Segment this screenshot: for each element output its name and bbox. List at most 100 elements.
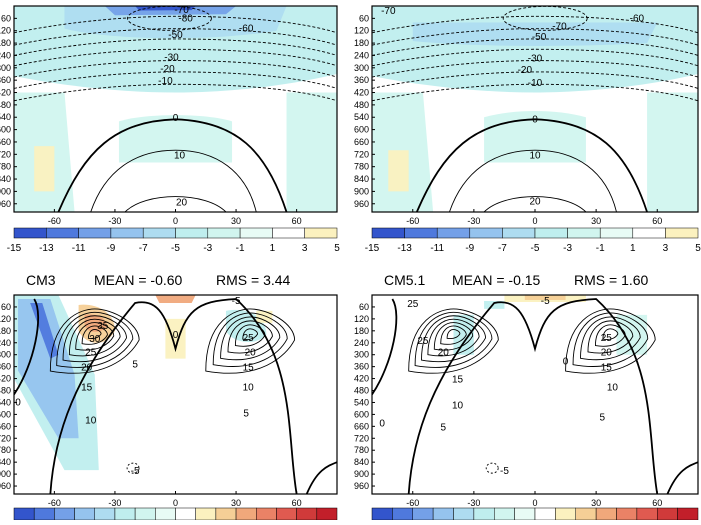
- colorbar-tick-label: 3: [302, 243, 308, 254]
- y-tick-label: 540: [0, 397, 11, 407]
- contour-zero: [372, 298, 398, 396]
- panel-title: CM3: [26, 272, 56, 288]
- y-tick-label: 60: [1, 302, 11, 312]
- y-tick-label: 60: [359, 13, 369, 23]
- contour-negative: [485, 462, 499, 474]
- y-tick-label: 120: [0, 314, 11, 324]
- colorbar-swatch: [276, 507, 297, 521]
- rms-label: RMS = 3.44: [216, 272, 291, 288]
- y-tick-label: 660: [354, 421, 369, 431]
- colorbar-tick-label: -3: [563, 243, 572, 254]
- shaded-region: [118, 115, 233, 163]
- colorbar-swatch: [616, 507, 638, 521]
- y-tick-label: 900: [0, 469, 11, 479]
- y-tick-label: 180: [0, 38, 11, 48]
- panel-top-left: -70-80-60-50-30-20-100102060120180240300…: [0, 5, 340, 254]
- y-tick-label: 540: [354, 397, 369, 407]
- colorbar-swatch: [599, 227, 634, 239]
- contour-label: 25: [407, 299, 419, 310]
- colorbar-swatch: [114, 507, 136, 521]
- contour-lines: [372, 298, 698, 494]
- contour-label: 5: [441, 422, 447, 433]
- contour-label: 20: [529, 197, 541, 208]
- shaded-region: [453, 314, 474, 355]
- colorbar-swatch: [404, 227, 438, 239]
- contour-label: 0: [532, 114, 538, 125]
- colorbar-tick-label: 3: [663, 243, 669, 254]
- x-tick-label: 30: [591, 498, 601, 508]
- colorbar-tick-label: -15: [365, 243, 380, 254]
- colorbar-swatch: [78, 227, 112, 239]
- colorbar-swatch: [657, 507, 678, 521]
- shaded-region: [647, 92, 698, 212]
- contour-positive: [421, 315, 486, 362]
- colorbar-swatch: [155, 507, 176, 521]
- contour-label: 0: [15, 397, 21, 408]
- x-tick-label: 30: [231, 216, 241, 226]
- colorbar-swatch: [239, 227, 273, 239]
- shaded-region: [18, 298, 79, 439]
- y-tick-label: 360: [0, 75, 11, 85]
- colorbar: -15 -13 -11 -9 -7 -5 -3 -1 1 3 5: [365, 227, 701, 254]
- colorbar-tick-label: -5: [171, 243, 180, 254]
- contour-label: 0: [173, 330, 179, 341]
- shaded-region: [155, 295, 196, 303]
- y-tick-label: 780: [0, 445, 11, 455]
- y-tick-label: 960: [0, 199, 11, 209]
- contour-positive: [448, 149, 617, 212]
- contour-label: 20: [81, 363, 93, 374]
- colorbar-swatch: [207, 227, 241, 239]
- y-tick-label: 420: [354, 88, 369, 98]
- contour-label: -5: [541, 296, 550, 307]
- contour-positive: [446, 328, 461, 340]
- colorbar-tick-label: -9: [465, 243, 474, 254]
- y-tick-label: 600: [0, 409, 11, 419]
- y-tick-label: 660: [0, 421, 11, 431]
- contour-label: -30: [164, 52, 179, 63]
- y-tick-label: 720: [354, 433, 369, 443]
- contour-label: 5: [243, 408, 249, 419]
- contour-label: -30: [528, 54, 543, 65]
- contour-negative: [14, 48, 337, 67]
- y-tick-label: 780: [0, 162, 11, 172]
- contour-label: -5: [500, 466, 509, 477]
- colorbar-swatch: [134, 507, 156, 521]
- y-tick-label: 900: [354, 469, 369, 479]
- contour-negative: [14, 15, 337, 34]
- contour-label: -60: [239, 24, 254, 35]
- colorbar-swatch: [665, 227, 699, 239]
- contour-label: -50: [168, 30, 183, 41]
- colorbar-swatch: [595, 507, 617, 521]
- y-tick-label: 120: [0, 26, 11, 36]
- y-tick-label: 240: [354, 338, 369, 348]
- y-tick-label: 420: [0, 88, 11, 98]
- colorbar-swatch: [514, 507, 536, 521]
- colorbar-swatch: [296, 507, 318, 521]
- colorbar-swatch: [555, 507, 576, 521]
- x-tick-label: 0: [532, 216, 537, 226]
- contour-positive: [212, 312, 288, 367]
- colorbar-tick-label: -11: [430, 243, 444, 254]
- x-tick-label: 60: [292, 498, 302, 508]
- contour-label: -50: [532, 32, 547, 43]
- y-tick-label: 420: [354, 374, 369, 384]
- contour-label: 15: [601, 363, 613, 374]
- x-tick-label: 60: [652, 216, 662, 226]
- colorbar-swatch: [371, 507, 393, 521]
- colorbar-swatch: [494, 507, 515, 521]
- contour-label: 10: [529, 150, 541, 161]
- y-tick-label: 60: [1, 13, 11, 23]
- colorbar-swatch: [469, 227, 503, 239]
- contour-label: -5: [131, 466, 140, 477]
- contour-negative: [14, 28, 337, 46]
- colorbar-swatch: [567, 227, 601, 239]
- contour-label: 25: [243, 333, 255, 344]
- colorbar-swatch: [473, 507, 495, 521]
- y-tick-label: 660: [354, 137, 369, 147]
- x-tick-label: 0: [532, 498, 537, 508]
- colorbar-swatch: [304, 227, 338, 239]
- contour-positive: [220, 316, 281, 361]
- colorbar-swatch: [74, 507, 95, 521]
- colorbar-tick-label: -11: [72, 243, 86, 254]
